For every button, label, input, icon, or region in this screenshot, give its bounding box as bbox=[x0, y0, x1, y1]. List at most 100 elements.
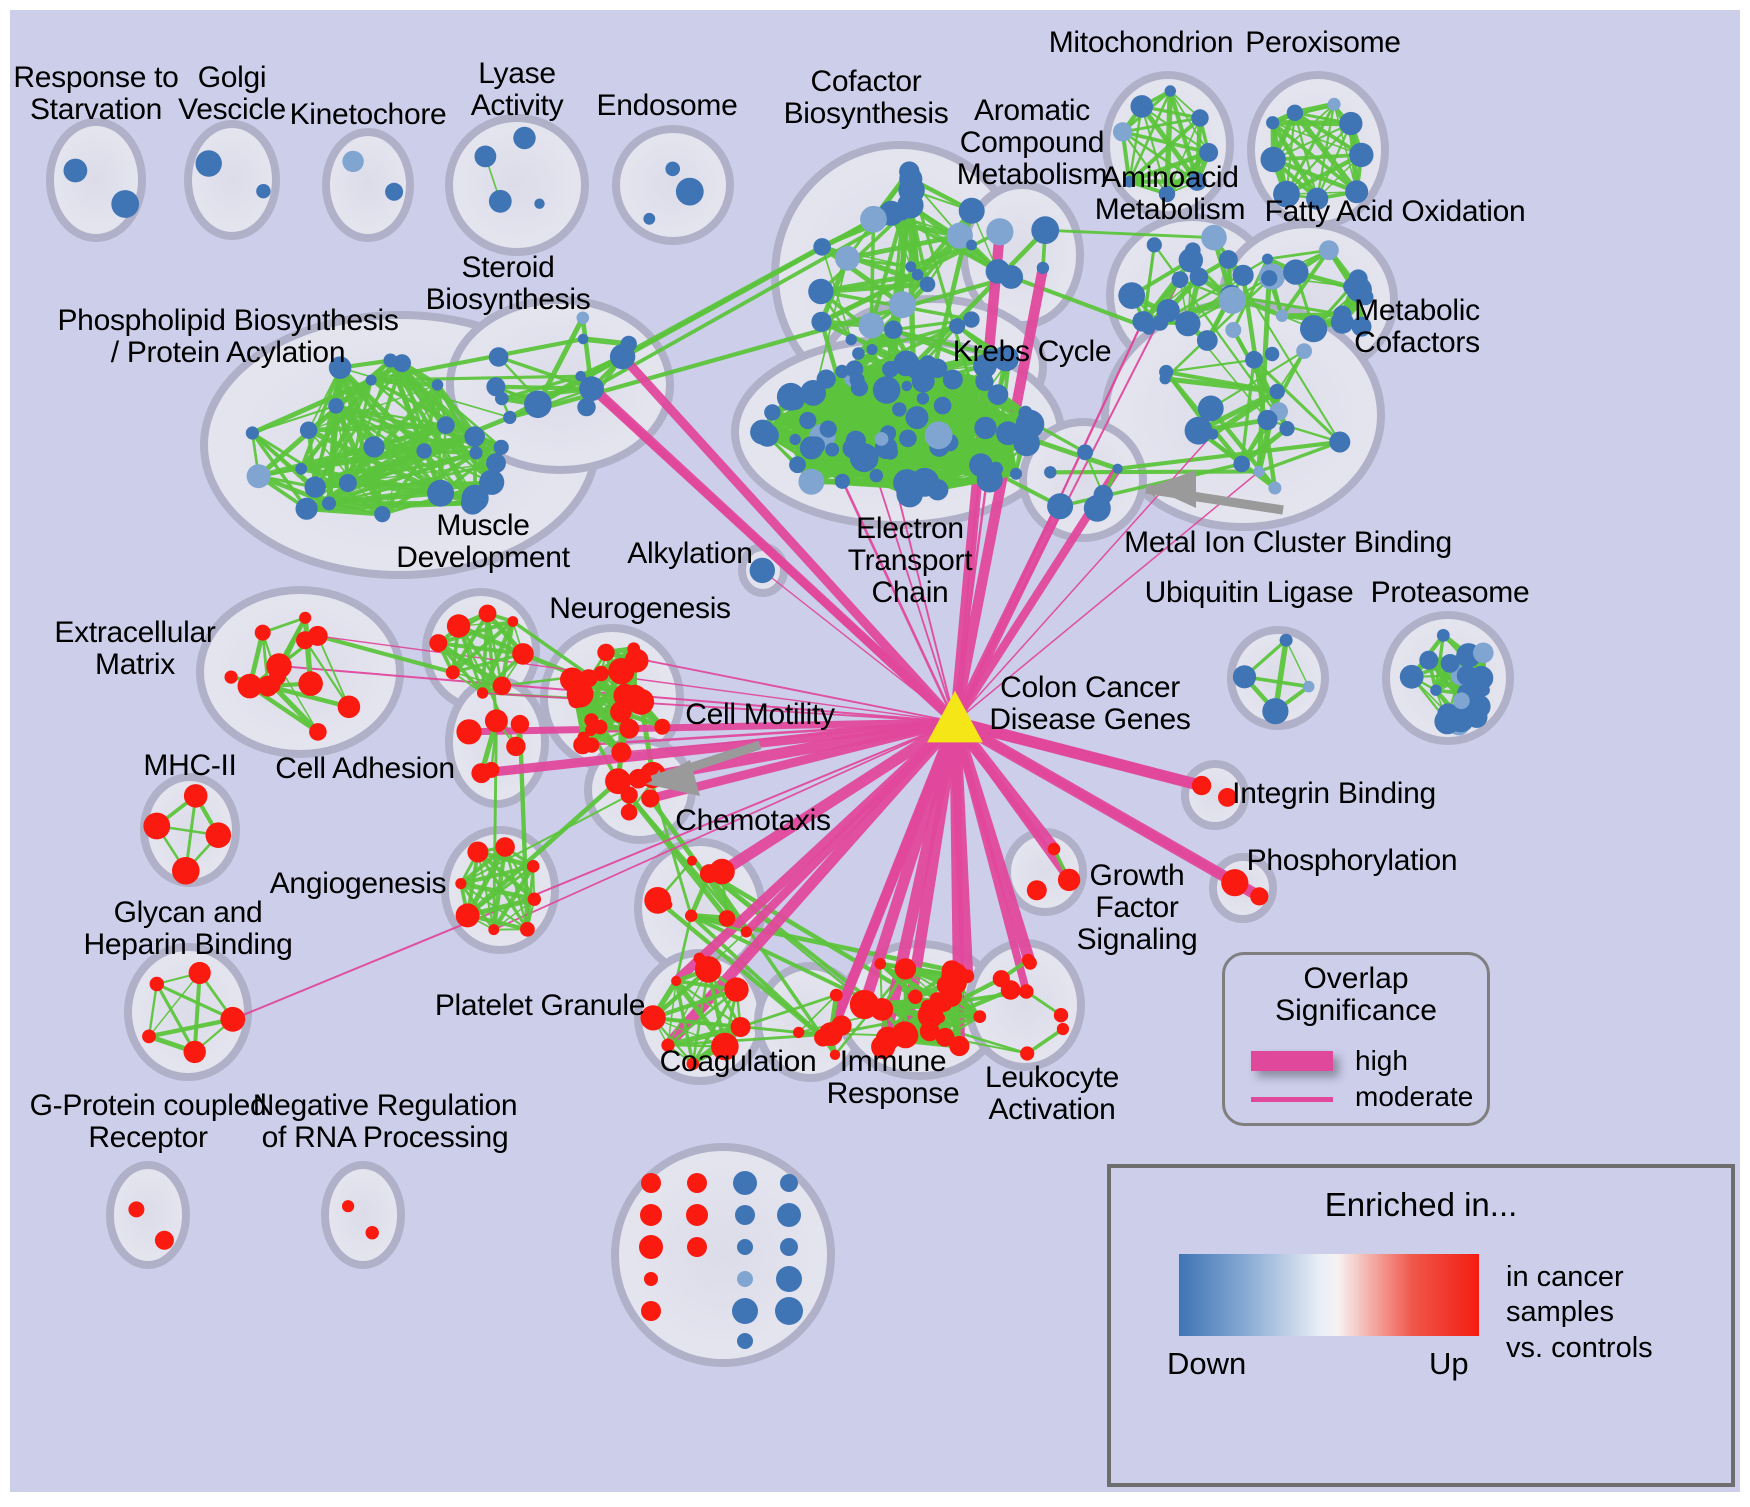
gene-node bbox=[963, 311, 980, 328]
hub-link-high bbox=[649, 717, 957, 803]
gene-node bbox=[1020, 1046, 1035, 1061]
gene-node bbox=[337, 695, 361, 719]
gene-node bbox=[946, 222, 973, 249]
gene-node bbox=[1279, 633, 1293, 647]
arrow-cell-motility-head bbox=[646, 760, 700, 796]
gene-node bbox=[898, 177, 925, 204]
gene-edge bbox=[451, 619, 515, 674]
gene-node bbox=[718, 910, 736, 927]
gene-node bbox=[860, 205, 887, 233]
hub-link-high bbox=[859, 720, 961, 1007]
gene-node bbox=[237, 673, 263, 699]
gene-edge bbox=[307, 367, 341, 431]
gene-node bbox=[385, 182, 404, 201]
gene-node bbox=[732, 1298, 758, 1324]
gene-node bbox=[1268, 481, 1282, 495]
gene-edge bbox=[250, 431, 309, 510]
gene-edge bbox=[1272, 119, 1351, 127]
gene-node bbox=[709, 858, 735, 885]
gene-node bbox=[1275, 309, 1289, 322]
gene-node bbox=[871, 1034, 896, 1059]
cluster-halo-response-to-starvation bbox=[46, 118, 146, 242]
gene-node bbox=[935, 995, 953, 1012]
gene-node bbox=[205, 822, 232, 848]
gene-node bbox=[488, 924, 500, 936]
gene-node bbox=[942, 369, 963, 390]
hub-link-high bbox=[949, 266, 1049, 723]
gene-edge bbox=[1121, 131, 1168, 195]
gene-edge bbox=[901, 234, 962, 306]
gene-node bbox=[1262, 698, 1289, 725]
hub-link-high bbox=[950, 718, 1059, 853]
gene-edge bbox=[797, 463, 877, 477]
gene-node bbox=[1113, 122, 1133, 142]
gene-node bbox=[776, 1266, 802, 1292]
gene-edge bbox=[1270, 121, 1320, 200]
gene-node bbox=[620, 786, 638, 804]
gene-node bbox=[513, 126, 536, 150]
gene-node bbox=[888, 291, 916, 319]
gene-node bbox=[1283, 259, 1309, 285]
gene-edge bbox=[1258, 440, 1341, 474]
gene-node bbox=[858, 312, 885, 339]
gene-node bbox=[624, 648, 649, 673]
gene-edge bbox=[1166, 117, 1201, 195]
gene-node bbox=[829, 1049, 841, 1061]
gene-node bbox=[829, 988, 843, 1002]
gene-node bbox=[471, 763, 492, 784]
gene-edge bbox=[335, 404, 476, 500]
inter-cluster-edge bbox=[1164, 275, 1273, 380]
gene-edge bbox=[271, 683, 320, 734]
gene-edge bbox=[1267, 248, 1330, 261]
gene-node bbox=[620, 803, 638, 821]
gene-node bbox=[183, 784, 208, 808]
gene-node bbox=[1225, 322, 1242, 338]
gene-node bbox=[299, 611, 312, 624]
gene-node bbox=[1250, 887, 1269, 906]
gene-node bbox=[1266, 116, 1280, 130]
gene-node bbox=[507, 616, 519, 627]
gene-node bbox=[246, 464, 271, 489]
gene-node bbox=[597, 643, 615, 662]
gene-node bbox=[899, 429, 917, 448]
gene-node bbox=[973, 1010, 987, 1023]
gene-node bbox=[1164, 85, 1177, 97]
hub-node-colon-cancer-disease-genes[interactable] bbox=[927, 690, 983, 743]
gene-node bbox=[1469, 665, 1494, 691]
gene-node bbox=[1218, 286, 1246, 314]
gene-node bbox=[575, 370, 586, 382]
gene-node bbox=[1047, 493, 1074, 520]
gene-edge bbox=[389, 359, 474, 504]
gene-edge bbox=[316, 635, 350, 708]
gene-node bbox=[613, 683, 637, 708]
gene-node bbox=[495, 837, 515, 857]
gene-node bbox=[577, 397, 596, 417]
gene-edge bbox=[436, 640, 504, 689]
gene-node bbox=[1430, 684, 1442, 696]
gene-node bbox=[735, 1205, 755, 1225]
hub-link-moderate bbox=[493, 721, 956, 931]
gene-node bbox=[958, 197, 985, 224]
gene-edge bbox=[466, 865, 535, 917]
gene-node bbox=[1189, 267, 1209, 287]
gene-node bbox=[579, 376, 604, 402]
gene-node bbox=[896, 480, 923, 508]
gene-edge bbox=[1282, 312, 1343, 318]
gene-node bbox=[365, 1226, 379, 1240]
gene-node bbox=[789, 456, 806, 474]
gene-edge bbox=[1127, 116, 1202, 184]
gene-node bbox=[224, 670, 238, 684]
inter-cluster-edge bbox=[708, 872, 837, 1056]
gene-edge bbox=[156, 982, 234, 1021]
gene-node bbox=[685, 909, 698, 922]
gene-node bbox=[1357, 289, 1374, 306]
gene-node bbox=[764, 404, 781, 421]
gene-node bbox=[893, 350, 920, 377]
gene-node bbox=[640, 1204, 662, 1226]
gene-node bbox=[456, 719, 482, 745]
hub-link-high bbox=[953, 716, 1204, 792]
gene-node bbox=[1453, 692, 1470, 710]
gene-node bbox=[777, 1203, 801, 1227]
gene-node bbox=[949, 318, 966, 335]
gene-node bbox=[510, 714, 530, 734]
